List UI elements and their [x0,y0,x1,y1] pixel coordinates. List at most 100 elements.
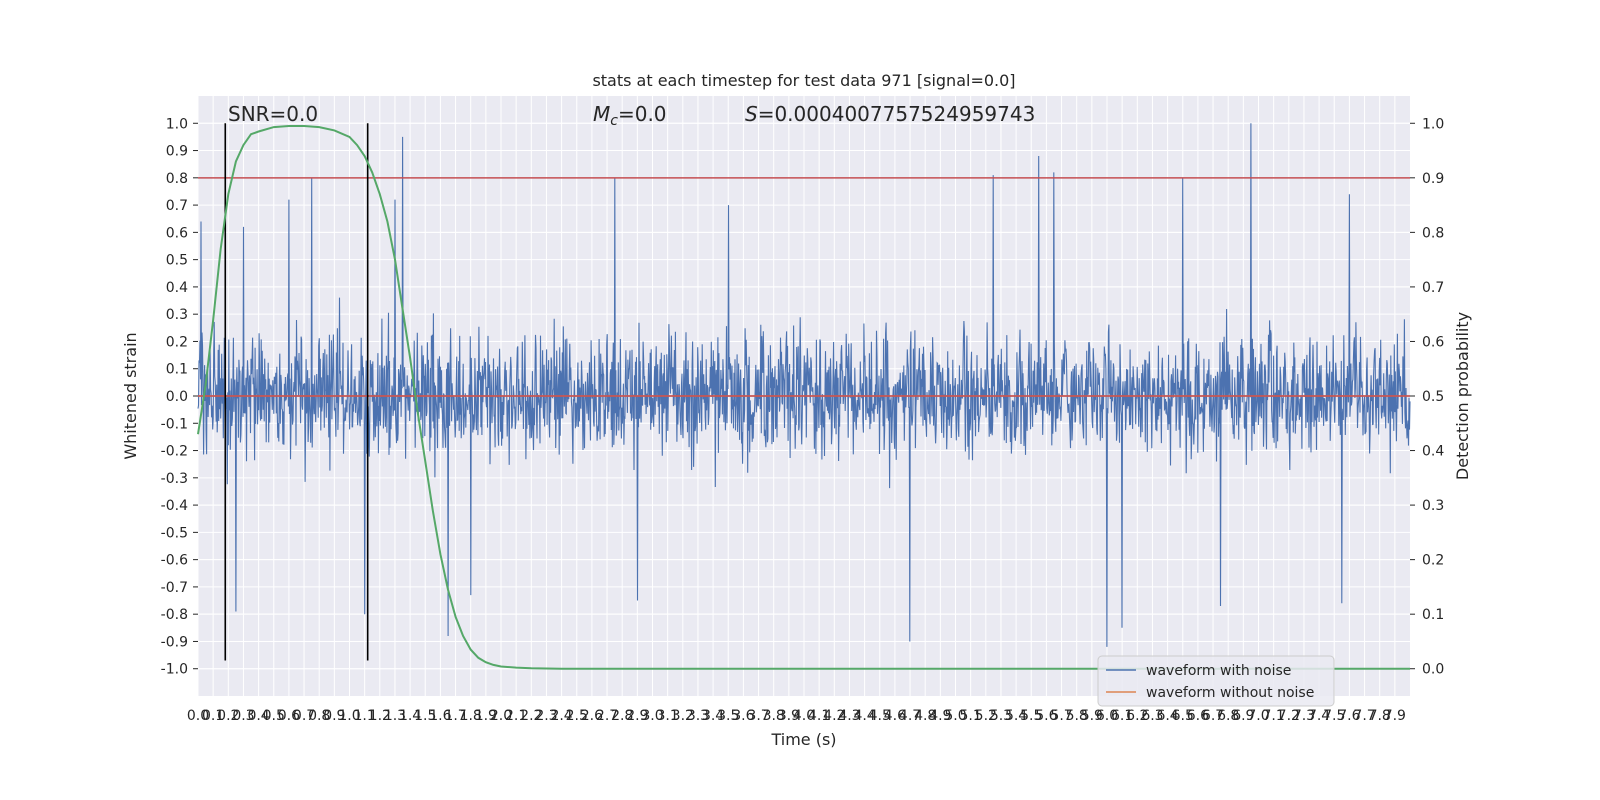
s-annotation: S=0.0004007757524959743 [745,102,1035,126]
x-tick-label: 6.7 [1202,708,1224,724]
x-tick-label: 3.5 [717,708,739,724]
x-tick-label: 2.7 [596,708,618,724]
mc-value: =0.0 [618,102,667,126]
x-tick-label: 5.7 [1050,708,1072,724]
x-tick-label: 1.0 [338,708,360,724]
y-left-tick-label: -0.1 [161,416,188,432]
x-tick-label: 0.7 [293,708,315,724]
x-tick-label: 3.0 [641,708,663,724]
x-tick-label: 7.7 [1353,708,1375,724]
x-tick-label: 3.8 [763,708,785,724]
y-right-tick-label: 0.3 [1422,498,1444,514]
x-tick-label: 5.1 [960,708,982,724]
x-tick-label: 3.4 [702,708,724,724]
x-tick-label: 4.2 [823,708,845,724]
x-tick-label: 3.2 [672,708,694,724]
x-tick-label: 2.1 [505,708,527,724]
y-left-tick-label: -0.2 [161,444,188,460]
x-tick-label: 2.8 [611,708,633,724]
series-waveform-with-noise [197,123,1411,647]
y-left-tick-labels: -1.0 -0.9 -0.8 -0.7 -0.6 -0.5 -0.4 -0.3 -0.2 -0.1… [161,116,198,678]
x-tick-label: 7.8 [1369,708,1391,724]
y-left-tick-label: 0.2 [166,334,188,350]
x-tick-label: 2.0 [490,708,512,724]
x-tick-label: 6.5 [1172,708,1194,724]
x-tick-label: 5.9 [1081,708,1103,724]
y-left-tick-label: -0.5 [161,525,188,541]
x-tick-label: 7.2 [1278,708,1300,724]
chirp-mass-annotation: Mc=0.0 [593,102,667,129]
y-left-tick-label: 0.8 [166,171,188,187]
x-tick-label: 1.7 [444,708,466,724]
x-tick-label: 7.4 [1308,708,1330,724]
x-tick-label: 4.3 [838,708,860,724]
x-tick-label: 5.0 [944,708,966,724]
x-tick-label: 2.9 [626,708,648,724]
y-right-tick-label: 0.5 [1422,389,1444,405]
mc-symbol: M [593,102,610,126]
y-left-tick-label: -1.0 [161,662,188,678]
x-tick-label: 7.1 [1263,708,1285,724]
x-tick-label: 4.6 [884,708,906,724]
y-left-tick-label: -0.4 [161,498,188,514]
y-right-tick-label: 1.0 [1422,116,1444,132]
y-left-tick-label: 0.1 [166,362,188,378]
x-tick-label: 1.3 [384,708,406,724]
x-tick-label: 6.9 [1232,708,1254,724]
y-right-tick-label: 0.0 [1422,662,1444,678]
x-tick-label: 0.4 [247,708,269,724]
x-tick-label: 3.6 [732,708,754,724]
legend: waveform with noise waveform without noi… [1097,655,1335,707]
y-left-tick-label: 0.3 [166,307,188,323]
x-tick-label: 4.0 [793,708,815,724]
x-tick-label: 4.9 [929,708,951,724]
x-tick-label: 4.4 [853,708,875,724]
detection-probability-line [197,125,1410,670]
x-tick-label: 0.2 [217,708,239,724]
y-right-tick-label: 0.8 [1422,225,1444,241]
legend-label-clean: waveform without noise [1146,685,1314,701]
s-symbol: S [745,102,758,126]
legend-label-noise: waveform with noise [1146,663,1291,679]
y-right-tick-label: 0.2 [1422,553,1444,569]
y-left-tick-label: 0.4 [166,280,188,296]
y-right-tick-labels: 0.0 0.1 0.2 0.3 0.4 0.5 0.6 0.7 0.8 0.9 1.0 [1410,116,1444,678]
y-right-tick-label: 0.1 [1422,607,1444,623]
y-right-tick-label: 0.4 [1422,444,1444,460]
x-tick-label: 5.2 [975,708,997,724]
x-tick-label: 3.3 [687,708,709,724]
x-tick-label: 3.9 [778,708,800,724]
chart-title: stats at each timestep for test data 971… [592,71,1015,90]
x-tick-label: 6.2 [1126,708,1148,724]
x-tick-label: 7.5 [1323,708,1345,724]
x-tick-label: 6.4 [1156,708,1178,724]
x-tick-label: 6.1 [1111,708,1133,724]
x-tick-label: 4.5 [869,708,891,724]
y-left-tick-label: -0.3 [161,471,188,487]
legend-box [1097,655,1335,707]
x-tick-label: 1.4 [399,708,421,724]
x-tick-label: 0.6 [278,708,300,724]
x-tick-label: 3.1 [657,708,679,724]
x-tick-label: 1.5 [414,708,436,724]
x-tick-label: 4.8 [914,708,936,724]
x-tick-label: 2.2 [520,708,542,724]
x-tick-label: 0.3 [232,708,254,724]
x-tick-label: 1.6 [429,708,451,724]
x-tick-label: 0.8 [308,708,330,724]
x-tick-label: 5.5 [1020,708,1042,724]
y-left-tick-label: 0.7 [166,198,188,214]
x-tick-label: 1.9 [475,708,497,724]
x-tick-label: 1.1 [354,708,376,724]
x-tick-label: 5.4 [1005,708,1027,724]
noise-waveform-line [197,123,1411,647]
x-axis-label: Time (s) [770,730,836,749]
x-tick-label: 6.6 [1187,708,1209,724]
x-tick-label: 7.0 [1247,708,1269,724]
x-tick-label: 0.1 [202,708,224,724]
y-right-tick-label: 0.7 [1422,280,1444,296]
y-left-tick-label: 0.0 [166,389,188,405]
x-tick-label: 0.9 [323,708,345,724]
x-tick-label: 2.4 [550,708,572,724]
